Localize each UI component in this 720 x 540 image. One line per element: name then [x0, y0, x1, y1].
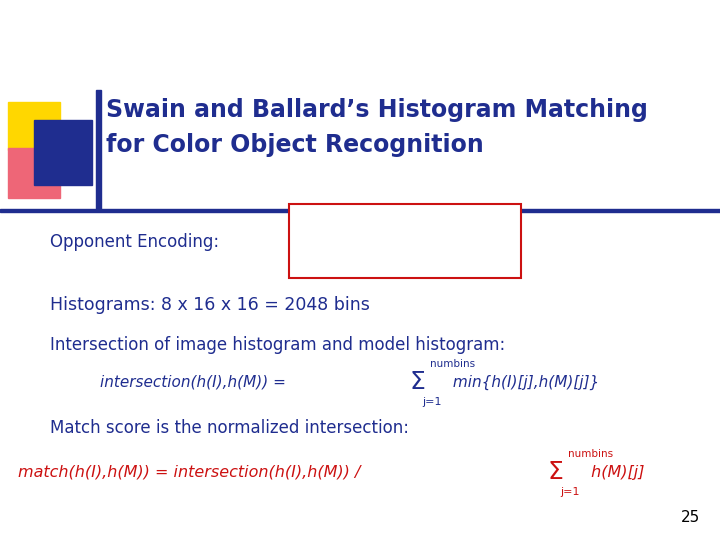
- Text: Match score is the normalized intersection:: Match score is the normalized intersecti…: [50, 419, 409, 437]
- Text: 25: 25: [680, 510, 700, 525]
- Bar: [8, 102, 60, 150]
- Text: Opponent Encoding:: Opponent Encoding:: [50, 233, 219, 251]
- Bar: [34, 120, 92, 185]
- Text: h(M)[j]: h(M)[j]: [586, 464, 644, 480]
- FancyBboxPatch shape: [289, 204, 521, 278]
- Text: Σ: Σ: [410, 370, 426, 394]
- Bar: [96, 90, 101, 210]
- Text: Swain and Ballard’s Histogram Matching: Swain and Ballard’s Histogram Matching: [106, 98, 648, 122]
- Text: Intersection of image histogram and model histogram:: Intersection of image histogram and mode…: [50, 336, 505, 354]
- Text: numbins: numbins: [568, 449, 613, 459]
- Text: • rg = R - G: • rg = R - G: [298, 234, 379, 248]
- Text: Histograms: 8 x 16 x 16 = 2048 bins: Histograms: 8 x 16 x 16 = 2048 bins: [50, 296, 370, 314]
- Text: j=1: j=1: [422, 397, 441, 407]
- Text: intersection(h(I),h(M)) =: intersection(h(I),h(M)) =: [100, 375, 286, 389]
- Text: match(h(I),h(M)) = intersection(h(I),h(M)) /: match(h(I),h(M)) = intersection(h(I),h(M…: [18, 464, 361, 480]
- Text: j=1: j=1: [560, 487, 580, 497]
- Bar: [0, 209, 720, 212]
- Text: • wb = R + G + B: • wb = R + G + B: [298, 214, 422, 228]
- Text: for Color Object Recognition: for Color Object Recognition: [106, 133, 484, 157]
- Text: • by = 2B - R - G: • by = 2B - R - G: [298, 254, 414, 268]
- Text: Σ: Σ: [548, 460, 564, 484]
- Bar: [8, 148, 60, 198]
- Text: numbins: numbins: [430, 359, 475, 369]
- Text: min{h(I)[j],h(M)[j]}: min{h(I)[j],h(M)[j]}: [448, 374, 599, 389]
